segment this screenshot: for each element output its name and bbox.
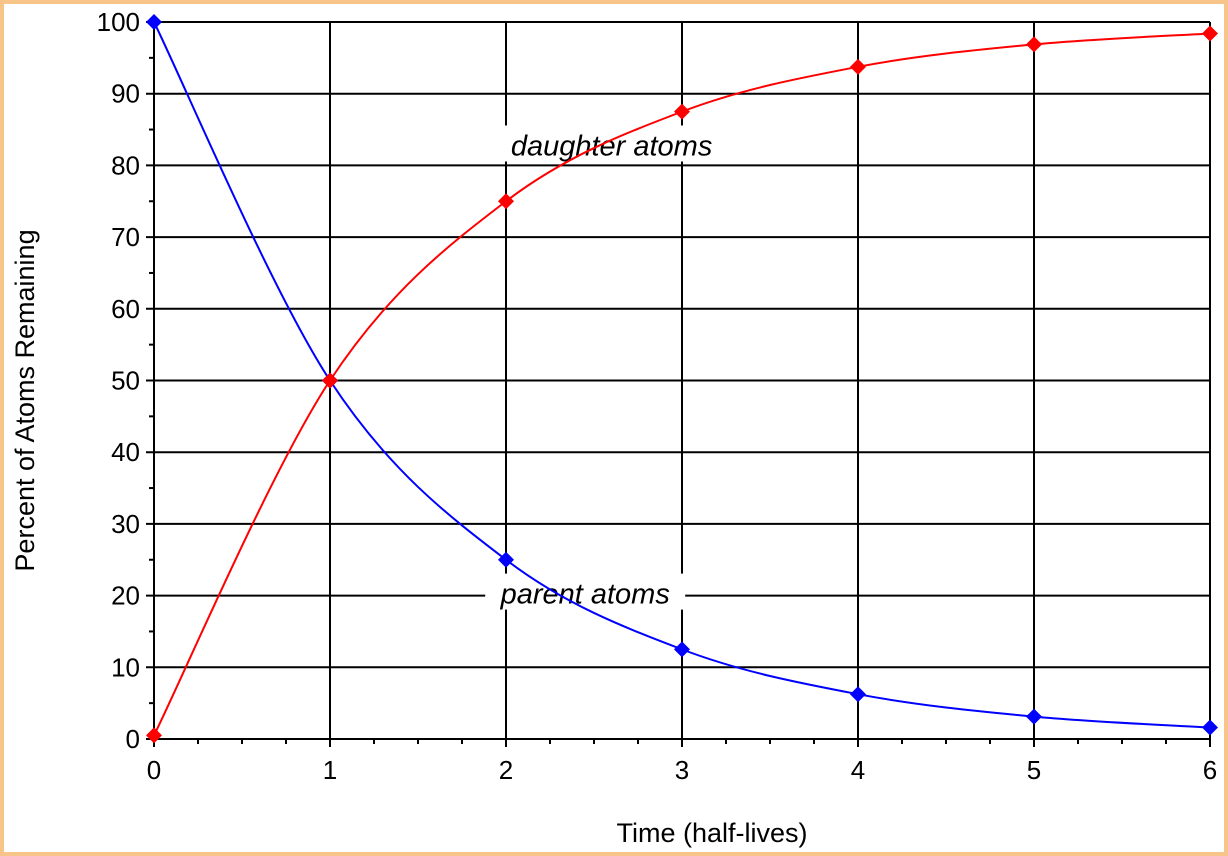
x-tick-label: 2	[499, 755, 513, 785]
y-tick-label: 60	[111, 294, 140, 324]
y-tick-label: 70	[111, 222, 140, 252]
data-point	[850, 686, 866, 703]
data-point	[1202, 25, 1218, 42]
y-tick-label: 40	[111, 437, 140, 467]
data-point	[1026, 36, 1042, 53]
annotation-backdrop	[496, 125, 727, 162]
annotation-label: parent atoms	[500, 579, 670, 611]
y-axis-title: Percent of Atoms Remaining	[10, 229, 40, 571]
annotation-backdrop	[485, 573, 686, 610]
x-tick-label: 6	[1203, 755, 1217, 785]
x-tick-label: 3	[675, 755, 689, 785]
chart-frame: 0 1 2 3 4 5 6 0 10 20 30 40 50 60 70 80 90 100 daughter …	[4, 4, 1224, 852]
y-tick-label: 80	[111, 150, 140, 180]
y-tick-label: 50	[111, 366, 140, 396]
data-point	[850, 58, 866, 75]
data-point	[1026, 708, 1042, 725]
line-chart: 0 1 2 3 4 5 6 0 10 20 30 40 50 60 70 80 90 100 daughter …	[10, 7, 1218, 848]
y-tick-label: 10	[111, 652, 140, 682]
y-tick-label: 30	[111, 509, 140, 539]
annotations: daughter atoms parent atoms	[485, 125, 727, 611]
y-tick-label: 100	[97, 7, 140, 37]
x-tick-label: 0	[147, 755, 161, 785]
data-point	[674, 103, 690, 120]
minor-ticks	[149, 56, 1167, 744]
x-axis-title: Time (half-lives)	[616, 818, 807, 848]
y-tick-label: 0	[126, 724, 140, 754]
y-tick-labels: 0 10 20 30 40 50 60 70 80 90 100	[97, 7, 140, 754]
data-point	[146, 14, 162, 30]
x-tick-label: 5	[1027, 755, 1041, 785]
data-point	[498, 193, 514, 210]
series-line	[153, 21, 1211, 729]
data-point	[498, 551, 514, 568]
data-point	[1202, 719, 1218, 736]
data-point	[674, 641, 690, 658]
grid	[146, 21, 1211, 747]
data-point	[322, 372, 338, 389]
series	[146, 14, 1218, 744]
y-tick-label: 90	[111, 79, 140, 109]
x-tick-label: 1	[323, 755, 337, 785]
data-point	[146, 727, 162, 744]
annotation-label: daughter atoms	[511, 130, 713, 162]
y-tick-label: 20	[111, 581, 140, 611]
x-tick-labels: 0 1 2 3 4 5 6	[147, 755, 1217, 785]
x-tick-label: 4	[851, 755, 865, 785]
